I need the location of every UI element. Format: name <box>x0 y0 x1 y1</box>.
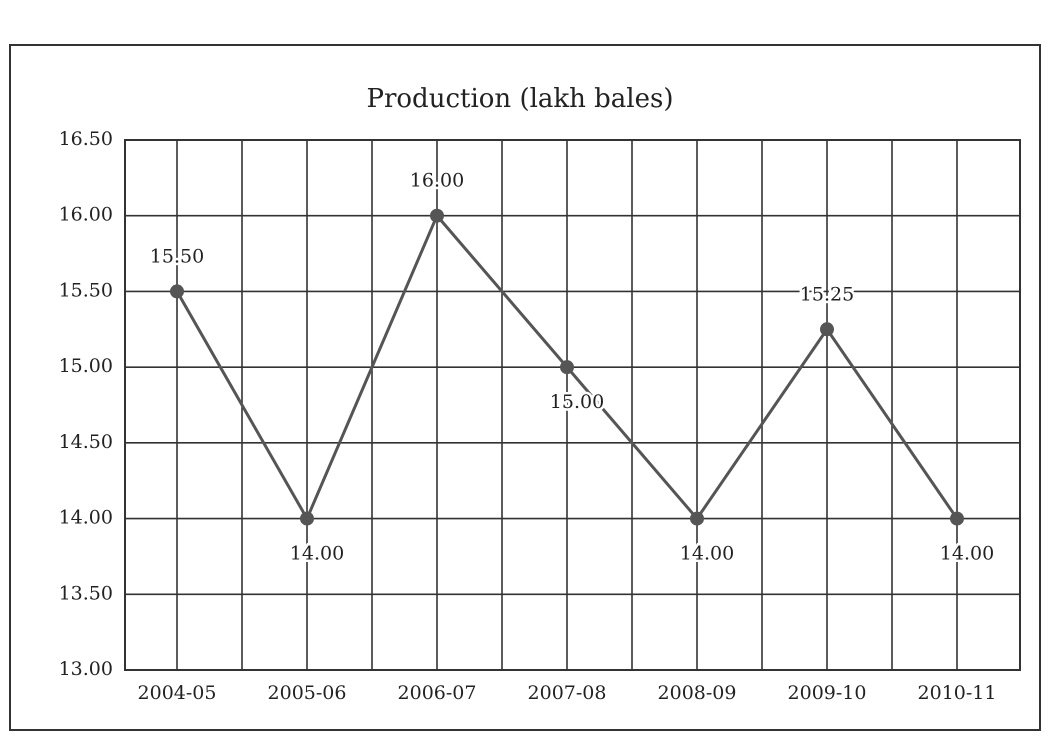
data-label: 14.00 <box>290 543 344 565</box>
x-tick-label: 2004-05 <box>138 682 217 704</box>
data-label: 14.00 <box>680 543 734 565</box>
point <box>560 360 574 375</box>
data-label: 14.00 <box>940 543 994 565</box>
chart-title: Production (lakh bales) <box>366 84 673 114</box>
y-tick-label: 16.00 <box>59 204 113 226</box>
point <box>690 511 704 526</box>
x-tick-label: 2008-09 <box>658 682 737 704</box>
point <box>430 208 444 223</box>
data-label: 15.00 <box>550 391 604 413</box>
y-tick-label: 14.50 <box>59 431 113 453</box>
point <box>170 284 184 299</box>
data-label: 16.00 <box>410 170 464 192</box>
x-tick-label: 2007-08 <box>528 682 607 704</box>
y-tick-label: 16.50 <box>59 128 113 150</box>
point <box>820 322 834 337</box>
data-label: 15.25 <box>800 283 854 305</box>
x-tick-label: 2009-10 <box>788 682 867 704</box>
chart-frame <box>9 44 1041 731</box>
x-tick-label: 2010-11 <box>918 682 997 704</box>
y-tick-label: 14.00 <box>59 507 113 529</box>
y-tick-label: 15.50 <box>59 279 113 301</box>
point <box>300 511 314 526</box>
y-tick-label: 13.00 <box>59 658 113 680</box>
x-tick-label: 2006-07 <box>398 682 477 704</box>
plot-border <box>124 139 1021 671</box>
data-label: 15.50 <box>150 245 204 267</box>
x-tick-label: 2005-06 <box>268 682 347 704</box>
y-tick-label: 15.00 <box>59 355 113 377</box>
point <box>950 511 964 526</box>
y-tick-label: 13.50 <box>59 582 113 604</box>
